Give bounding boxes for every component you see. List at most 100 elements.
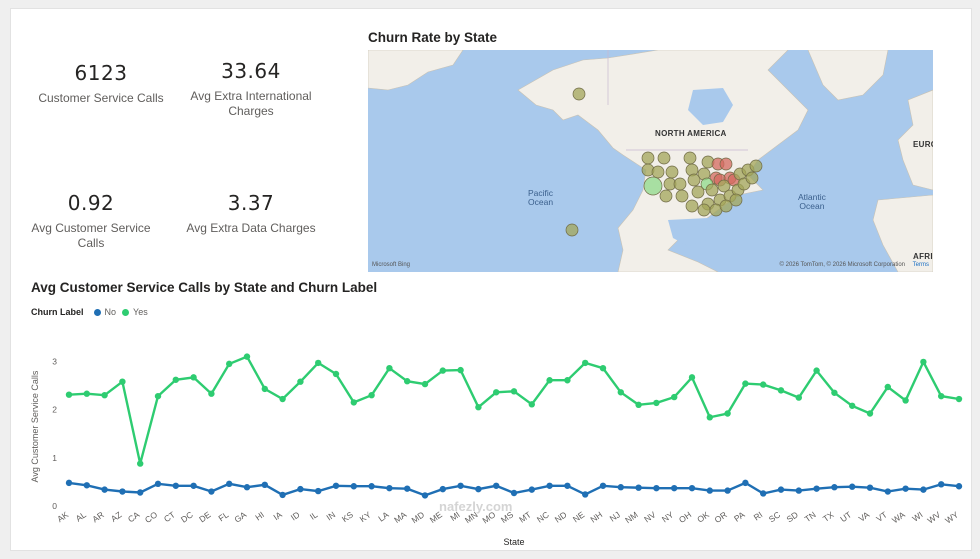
state-bubble[interactable] xyxy=(683,151,697,165)
data-point-yes[interactable] xyxy=(831,389,838,396)
data-point-yes[interactable] xyxy=(849,402,856,409)
data-point-no[interactable] xyxy=(546,482,553,489)
data-point-no[interactable] xyxy=(315,487,322,495)
data-point-yes[interactable] xyxy=(332,370,340,378)
data-point-no[interactable] xyxy=(386,484,393,492)
data-point-no[interactable] xyxy=(849,483,856,490)
data-point-yes[interactable] xyxy=(493,389,500,396)
data-point-no[interactable] xyxy=(902,485,909,492)
data-point-yes[interactable] xyxy=(902,397,909,404)
data-point-yes[interactable] xyxy=(742,380,749,387)
data-point-no[interactable] xyxy=(938,481,945,488)
data-point-yes[interactable] xyxy=(510,388,518,395)
data-point-yes[interactable] xyxy=(884,383,891,391)
data-point-yes[interactable] xyxy=(724,410,731,417)
data-point-no[interactable] xyxy=(190,482,197,489)
data-point-no[interactable] xyxy=(65,479,73,487)
data-point-no[interactable] xyxy=(421,492,429,499)
data-point-yes[interactable] xyxy=(208,390,215,397)
data-point-yes[interactable] xyxy=(955,395,963,403)
map-terms-link[interactable]: Terms xyxy=(912,262,929,268)
data-point-no[interactable] xyxy=(564,482,571,489)
state-bubbles[interactable] xyxy=(565,87,763,237)
data-point-yes[interactable] xyxy=(706,414,713,421)
data-point-yes[interactable] xyxy=(65,391,73,398)
data-point-yes[interactable] xyxy=(350,399,357,406)
data-point-yes[interactable] xyxy=(457,366,464,374)
data-point-yes[interactable] xyxy=(154,392,162,400)
data-point-yes[interactable] xyxy=(439,367,446,374)
data-point-yes[interactable] xyxy=(599,365,607,372)
data-point-yes[interactable] xyxy=(671,393,678,401)
churn-map[interactable]: NORTH AMERICA Pacific Ocean Atlantic Oce… xyxy=(368,50,933,272)
data-point-yes[interactable] xyxy=(261,385,268,393)
data-point-no[interactable] xyxy=(582,491,589,498)
data-point-no[interactable] xyxy=(404,485,411,492)
state-bubble[interactable] xyxy=(687,173,701,187)
data-point-no[interactable] xyxy=(884,488,891,495)
data-point-no[interactable] xyxy=(154,480,162,488)
data-point-yes[interactable] xyxy=(546,377,553,384)
data-point-no[interactable] xyxy=(813,485,820,492)
data-point-yes[interactable] xyxy=(938,392,945,400)
data-point-no[interactable] xyxy=(671,484,678,492)
data-point-yes[interactable] xyxy=(226,360,233,368)
kpi-avg-extra-international-charges[interactable]: 33.64 Avg Extra International Charges xyxy=(186,59,316,119)
data-point-no[interactable] xyxy=(866,484,874,491)
data-point-no[interactable] xyxy=(261,481,268,488)
data-point-no[interactable] xyxy=(635,484,642,491)
data-point-no[interactable] xyxy=(137,489,144,496)
data-point-yes[interactable] xyxy=(279,395,286,403)
data-point-no[interactable] xyxy=(742,479,749,487)
data-point-no[interactable] xyxy=(332,482,340,489)
data-point-yes[interactable] xyxy=(190,374,197,381)
data-point-yes[interactable] xyxy=(386,365,393,372)
data-point-no[interactable] xyxy=(795,487,802,494)
data-point-no[interactable] xyxy=(101,486,108,493)
data-point-yes[interactable] xyxy=(315,359,322,367)
data-point-yes[interactable] xyxy=(795,394,802,401)
data-point-yes[interactable] xyxy=(243,353,251,360)
data-point-no[interactable] xyxy=(653,484,660,492)
state-bubble[interactable] xyxy=(565,223,579,237)
data-point-no[interactable] xyxy=(955,483,963,490)
data-point-no[interactable] xyxy=(617,484,624,491)
data-point-yes[interactable] xyxy=(172,376,179,383)
data-point-yes[interactable] xyxy=(866,410,874,417)
data-point-yes[interactable] xyxy=(119,378,126,385)
data-point-no[interactable] xyxy=(83,482,91,489)
state-bubble[interactable] xyxy=(729,193,743,207)
data-point-no[interactable] xyxy=(439,485,446,493)
data-point-no[interactable] xyxy=(920,486,927,493)
data-point-no[interactable] xyxy=(350,483,357,490)
data-point-yes[interactable] xyxy=(688,374,696,381)
data-point-yes[interactable] xyxy=(635,401,642,409)
state-bubble[interactable] xyxy=(665,165,679,179)
data-point-no[interactable] xyxy=(226,480,233,488)
state-bubble[interactable] xyxy=(659,189,673,203)
data-point-no[interactable] xyxy=(760,490,767,497)
data-point-yes[interactable] xyxy=(83,390,91,397)
state-bubble[interactable] xyxy=(572,87,586,101)
kpi-avg-extra-data-charges[interactable]: 3.37 Avg Extra Data Charges xyxy=(186,191,316,236)
state-bubble[interactable] xyxy=(673,177,687,191)
series-line-yes[interactable] xyxy=(68,355,960,464)
state-bubble[interactable] xyxy=(705,183,719,197)
state-bubble[interactable] xyxy=(657,151,671,165)
kpi-avg-customer-service-calls[interactable]: 0.92 Avg Customer Service Calls xyxy=(21,191,161,251)
data-point-yes[interactable] xyxy=(528,401,535,408)
data-point-yes[interactable] xyxy=(920,358,927,366)
data-point-yes[interactable] xyxy=(564,377,571,384)
data-point-no[interactable] xyxy=(510,489,518,497)
state-bubble[interactable] xyxy=(641,151,655,165)
data-point-yes[interactable] xyxy=(653,399,660,407)
data-point-no[interactable] xyxy=(706,487,713,494)
line-chart[interactable]: Avg Customer Service Calls 0 1 2 3 AK AL AR AZ CA… xyxy=(11,329,973,551)
data-point-yes[interactable] xyxy=(404,378,411,385)
legend-yes-label[interactable]: Yes xyxy=(133,307,148,317)
data-point-no[interactable] xyxy=(172,482,179,489)
state-bubble[interactable] xyxy=(685,199,699,213)
state-bubble[interactable] xyxy=(643,176,663,196)
data-point-no[interactable] xyxy=(368,483,375,490)
data-point-yes[interactable] xyxy=(421,380,429,388)
